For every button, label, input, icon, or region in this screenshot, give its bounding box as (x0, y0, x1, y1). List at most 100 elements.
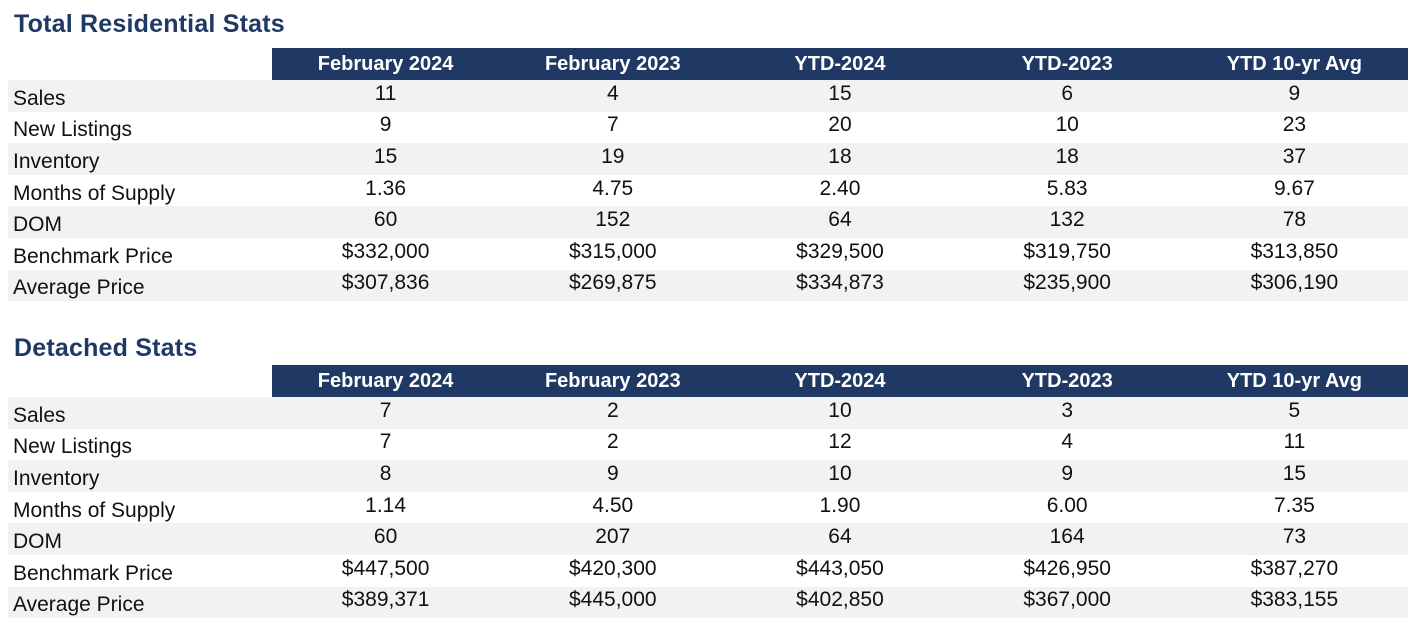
row-label: Average Price (8, 269, 272, 302)
table-cell: 2 (499, 428, 727, 461)
total-residential-table: February 2024 February 2023 YTD-2024 YTD… (8, 48, 1408, 302)
table-row: Average Price $389,371 $445,000 $402,850… (8, 586, 1408, 619)
table-header-row: February 2024 February 2023 YTD-2024 YTD… (8, 365, 1408, 397)
column-header: February 2024 (272, 365, 500, 397)
table-cell: 64 (726, 206, 954, 238)
table-row: Months of Supply 1.36 4.75 2.40 5.83 9.6… (8, 174, 1408, 207)
table-cell: $443,050 (726, 554, 954, 587)
table-cell: $447,500 (272, 554, 500, 587)
table-cell: 132 (953, 206, 1181, 238)
row-label: New Listings (8, 111, 272, 144)
header-blank-cell (8, 48, 272, 80)
table-cell: 15 (272, 143, 500, 175)
table-row: Inventory 8 9 10 9 15 (8, 460, 1408, 492)
table-cell: $445,000 (499, 586, 727, 619)
table-cell: $334,873 (726, 269, 954, 302)
row-label: Months of Supply (8, 491, 272, 524)
row-label: DOM (8, 523, 272, 555)
table-cell: 18 (726, 143, 954, 175)
table-cell: 9 (953, 460, 1181, 492)
row-label: DOM (8, 206, 272, 238)
table-cell: 3 (953, 397, 1181, 429)
table-row: New Listings 7 2 12 4 11 (8, 428, 1408, 461)
table-cell: 6 (953, 80, 1181, 112)
table-cell: $426,950 (953, 554, 1181, 587)
column-header: YTD 10-yr Avg (1180, 48, 1408, 80)
table-cell: $387,270 (1180, 554, 1408, 587)
row-label: Average Price (8, 586, 272, 619)
row-label: Months of Supply (8, 174, 272, 207)
table-cell: $269,875 (499, 269, 727, 302)
table-cell: $319,750 (953, 237, 1181, 270)
column-header: February 2023 (499, 365, 727, 397)
table-cell: 10 (953, 111, 1181, 144)
table-cell: $332,000 (272, 237, 500, 270)
table-cell: 4.50 (499, 491, 727, 524)
table-cell: 2 (499, 397, 727, 429)
table-cell: 15 (726, 80, 954, 112)
table-cell: 10 (726, 397, 954, 429)
row-label: Benchmark Price (8, 554, 272, 587)
table-cell: 20 (726, 111, 954, 144)
table-cell: 7 (272, 397, 500, 429)
table-cell: 7.35 (1180, 491, 1408, 524)
table-cell: 5.83 (953, 174, 1181, 207)
column-header: February 2023 (499, 48, 727, 80)
table-cell: 15 (1180, 460, 1408, 492)
table-cell: 7 (499, 111, 727, 144)
table-cell: 6.00 (953, 491, 1181, 524)
table-cell: 5 (1180, 397, 1408, 429)
table-cell: $329,500 (726, 237, 954, 270)
column-header: YTD-2023 (953, 365, 1181, 397)
row-label: Inventory (8, 460, 272, 492)
table-cell: 164 (953, 523, 1181, 555)
row-label: Sales (8, 80, 272, 112)
table-cell: 9 (499, 460, 727, 492)
table-row: Average Price $307,836 $269,875 $334,873… (8, 269, 1408, 302)
table-cell: 11 (272, 80, 500, 112)
section-title: Detached Stats (14, 334, 198, 362)
row-label: New Listings (8, 428, 272, 461)
table-cell: 12 (726, 428, 954, 461)
table-row: DOM 60 207 64 164 73 (8, 523, 1408, 555)
row-label: Inventory (8, 143, 272, 175)
table-row: Inventory 15 19 18 18 37 (8, 143, 1408, 175)
table-cell: $402,850 (726, 586, 954, 619)
table-cell: 4 (953, 428, 1181, 461)
section-title: Total Residential Stats (14, 10, 285, 38)
table-cell: 8 (272, 460, 500, 492)
detached-table: February 2024 February 2023 YTD-2024 YTD… (8, 365, 1408, 619)
table-row: Benchmark Price $332,000 $315,000 $329,5… (8, 237, 1408, 270)
row-label: Sales (8, 397, 272, 429)
table-cell: 73 (1180, 523, 1408, 555)
table-header-row: February 2024 February 2023 YTD-2024 YTD… (8, 48, 1408, 80)
table-row: Months of Supply 1.14 4.50 1.90 6.00 7.3… (8, 491, 1408, 524)
table-cell: 18 (953, 143, 1181, 175)
table-cell: $313,850 (1180, 237, 1408, 270)
table-cell: 9.67 (1180, 174, 1408, 207)
table-cell: 152 (499, 206, 727, 238)
table-cell: 9 (272, 111, 500, 144)
table-cell: $383,155 (1180, 586, 1408, 619)
table-cell: 11 (1180, 428, 1408, 461)
table-cell: 37 (1180, 143, 1408, 175)
column-header: YTD 10-yr Avg (1180, 365, 1408, 397)
table-cell: 4.75 (499, 174, 727, 207)
table-row: New Listings 9 7 20 10 23 (8, 111, 1408, 144)
table-row: Sales 11 4 15 6 9 (8, 80, 1408, 112)
table-cell: $235,900 (953, 269, 1181, 302)
table-cell: 4 (499, 80, 727, 112)
table-cell: 10 (726, 460, 954, 492)
table-row: DOM 60 152 64 132 78 (8, 206, 1408, 238)
table-cell: $367,000 (953, 586, 1181, 619)
header-blank-cell (8, 365, 272, 397)
table-cell: 19 (499, 143, 727, 175)
table-cell: 78 (1180, 206, 1408, 238)
table-cell: 1.90 (726, 491, 954, 524)
table-cell: $315,000 (499, 237, 727, 270)
table-cell: 2.40 (726, 174, 954, 207)
table-cell: $307,836 (272, 269, 500, 302)
table-row: Benchmark Price $447,500 $420,300 $443,0… (8, 554, 1408, 587)
column-header: February 2024 (272, 48, 500, 80)
table-cell: $389,371 (272, 586, 500, 619)
